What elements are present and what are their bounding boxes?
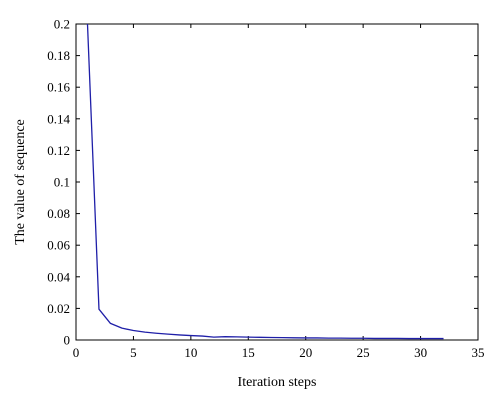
y-tick-label: 0.16 [47, 80, 70, 95]
x-tick-label: 0 [73, 345, 80, 360]
x-tick-label: 10 [184, 345, 197, 360]
x-tick-label: 5 [130, 345, 137, 360]
x-tick-label: 25 [357, 345, 370, 360]
x-tick-label: 15 [242, 345, 255, 360]
y-tick-label: 0.18 [47, 48, 70, 63]
y-tick-label: 0.12 [47, 143, 70, 158]
series-layer [86, 23, 444, 340]
y-tick-label: 0.1 [54, 175, 70, 190]
y-axis-ticks: 0 0.02 0.04 0.06 0.08 0.1 0.12 0.14 0.16 0.18 0.2 [47, 17, 478, 348]
y-tick-label: 0.14 [47, 111, 70, 126]
y-tick-label: 0.04 [47, 269, 70, 284]
y-tick-label: 0.06 [47, 238, 70, 253]
y-tick-label: 0 [64, 333, 71, 348]
x-tick-label: 20 [299, 345, 312, 360]
x-tick-label: 35 [472, 345, 485, 360]
x-tick-label: 30 [414, 345, 427, 360]
series-line [86, 23, 444, 340]
y-tick-label: 0.08 [47, 206, 70, 221]
x-axis-label: Iteration steps [238, 375, 317, 390]
x-axis-ticks: 0 5 10 15 20 25 30 35 [73, 24, 485, 360]
y-tick-label: 0.02 [47, 301, 70, 316]
plot-area-frame [75, 23, 479, 341]
y-tick-label: 0.2 [54, 17, 70, 32]
y-axis-label: The value of sequence [13, 119, 28, 245]
